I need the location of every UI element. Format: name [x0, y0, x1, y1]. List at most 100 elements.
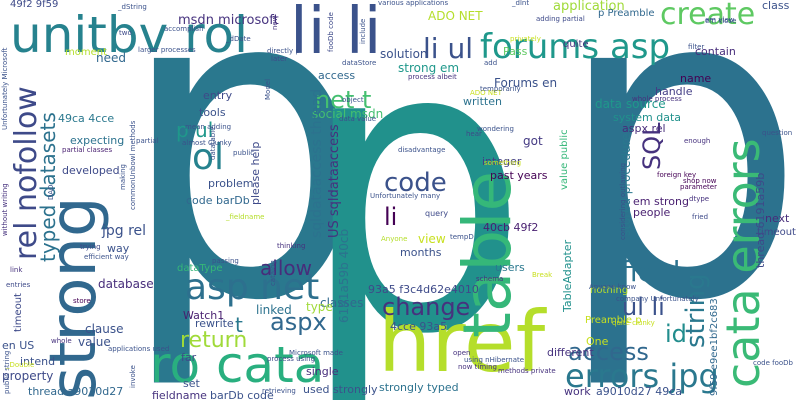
word: written [463, 95, 502, 108]
word: application [553, 0, 625, 14]
word: trying [80, 243, 101, 251]
word: Break [532, 271, 553, 279]
word: code [384, 168, 447, 198]
word: value [78, 335, 111, 349]
word: catalog [269, 260, 277, 286]
word: forums asp [480, 27, 671, 67]
word: id [665, 320, 687, 348]
word: far [181, 351, 197, 364]
word: em close [705, 17, 737, 25]
word: Watch1 [183, 309, 225, 322]
word: various applications [378, 0, 449, 7]
word: allow [260, 256, 312, 280]
word: something [484, 159, 522, 167]
word: whole process [632, 95, 682, 103]
word: adding partial [536, 15, 585, 23]
word: strong em [398, 61, 460, 75]
word: Model [264, 78, 272, 100]
word: class [762, 0, 790, 12]
word: t [235, 313, 243, 337]
word: set [183, 377, 200, 390]
word: new [271, 15, 279, 30]
word: quite clunky [612, 319, 655, 327]
word: people [633, 206, 671, 219]
word: p ul [176, 118, 214, 142]
word: directly p [267, 47, 300, 55]
word: 49f2 9f59 [10, 0, 59, 10]
word: accomplish [164, 25, 204, 33]
word: methods private [498, 367, 556, 375]
word: DAO [47, 184, 55, 200]
word: using nHibernate [464, 356, 525, 364]
word: asp net [185, 267, 320, 308]
word: li [384, 203, 398, 231]
word: efficient way [84, 253, 129, 261]
word: object [342, 96, 364, 104]
word: _dDate [226, 35, 251, 43]
word: retrieving [262, 387, 296, 395]
word: whole [51, 337, 72, 345]
word: Forums en [494, 76, 558, 90]
word: Preamble p [585, 315, 642, 326]
word: fooDb code [327, 12, 335, 52]
word: applications used [108, 345, 170, 353]
word: en US [2, 339, 35, 352]
word: ro cata [150, 336, 325, 394]
word: dataStore [342, 59, 377, 67]
word: dtype [689, 195, 710, 203]
word: passing [212, 257, 239, 265]
word: shop now [683, 177, 717, 185]
word: users [495, 261, 525, 274]
word: code fooDb [753, 359, 793, 367]
word: Anyone know [589, 283, 637, 291]
word: timeout methods [757, 227, 800, 238]
word: _fieldname [226, 213, 265, 221]
word: data value [339, 115, 377, 123]
word: access [318, 69, 356, 82]
word: _dString [118, 3, 147, 11]
word: public string [3, 350, 11, 394]
word: entries [6, 281, 31, 289]
word: used strongly [303, 383, 378, 396]
word: name [680, 72, 712, 85]
word: database [98, 277, 154, 291]
word: Unfortunately Microsoft [1, 47, 9, 130]
word: href [378, 293, 546, 391]
word: contain [695, 45, 736, 58]
word: clause [85, 322, 124, 336]
word: li li [290, 0, 382, 69]
word: strongly typed [379, 381, 459, 394]
word: public [233, 149, 255, 157]
word: next [765, 212, 790, 225]
word: query [425, 209, 449, 218]
word: considering outlawing [619, 162, 627, 240]
word: ol [192, 137, 225, 178]
word: linked [256, 303, 292, 317]
word: _dlnt [512, 0, 530, 7]
word: type [306, 300, 333, 314]
word: schema [476, 275, 504, 283]
word: process using [267, 355, 316, 363]
word: timeout [13, 293, 24, 332]
word: include [359, 18, 367, 44]
word: wondering [477, 125, 514, 133]
word: two [119, 29, 132, 37]
word: 4cce 93a5 [390, 320, 448, 333]
word: sqldataaccess thread [309, 88, 325, 238]
word: access [568, 338, 649, 366]
word: em view [705, 16, 735, 24]
word: mean adding [185, 123, 232, 131]
word: data source [595, 97, 666, 111]
word: Unfortunately many [370, 192, 441, 200]
word: link [10, 266, 23, 274]
word: later [271, 55, 288, 63]
word: tempD [450, 233, 474, 241]
word: p [300, 0, 529, 400]
word: social msdn [312, 107, 384, 121]
word: ADO NET [428, 9, 483, 23]
word: 40cb 49f2 [483, 221, 539, 234]
word: change [382, 293, 471, 321]
word: open [453, 349, 471, 357]
word: hear [466, 130, 482, 138]
word: foreign key [657, 171, 697, 179]
